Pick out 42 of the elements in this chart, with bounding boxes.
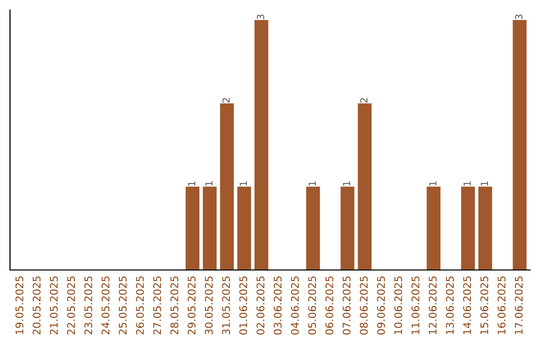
x-tick-label: 26.05.2025 [136,276,144,334]
x-tick-label: 13.06.2025 [446,276,454,334]
x-tick-label: 05.06.2025 [308,276,316,335]
x-tick-label: 29.05.2025 [188,276,196,334]
x-tick-label: 23.05.2025 [84,276,92,334]
data-label: 1 [480,181,488,186]
data-label: 3 [256,14,264,20]
x-tick-label: 06.06.2025 [325,276,334,335]
data-label: 1 [188,181,196,186]
data-label: 1 [464,181,471,186]
x-tick-label: 11.06.2025 [412,276,420,334]
x-tick-label: 08.06.2025 [360,276,368,335]
data-label: 1 [205,181,212,186]
x-tick-label: 24.05.2025 [102,276,110,334]
data-label: 1 [308,181,316,186]
x-tick-label: 15.06.2025 [480,276,488,334]
x-tick-label: 14.06.2025 [463,276,472,334]
x-tick-label: 25.05.2025 [118,276,127,334]
x-tick-label: 07.06.2025 [342,276,351,335]
x-tick-label: 28.05.2025 [170,276,178,334]
data-label: 1 [429,181,436,186]
x-tick-label: 22.05.2025 [67,276,76,334]
x-tick-label: 01.06.2025 [239,276,248,335]
data-label: 2 [222,98,230,103]
x-tick-label: 16.06.2025 [498,276,506,334]
data-label: 3 [515,14,522,20]
x-tick-label: 30.05.2025 [204,276,213,334]
x-tick-label: 31.05.2025 [222,276,230,334]
x-tick-label: 12.06.2025 [428,276,437,334]
x-tick-label: 19.05.2025 [15,276,24,334]
x-tick-label: 02.06.2025 [256,276,264,335]
x-tick-label: 21.05.2025 [50,276,58,334]
data-label: 1 [343,181,350,186]
data-label: 2 [360,98,368,103]
x-tick-label: 27.05.2025 [153,276,162,334]
x-tick-label: 09.06.2025 [377,276,385,335]
x-tick-label: 04.06.2025 [290,276,299,335]
x-tick-label: 03.06.2025 [274,276,282,335]
x-tick-label: 20.05.2025 [32,276,41,334]
x-tick-label: 17.06.2025 [514,276,523,334]
x-tick-label: 10.06.2025 [394,276,402,334]
data-label: 1 [240,181,247,186]
